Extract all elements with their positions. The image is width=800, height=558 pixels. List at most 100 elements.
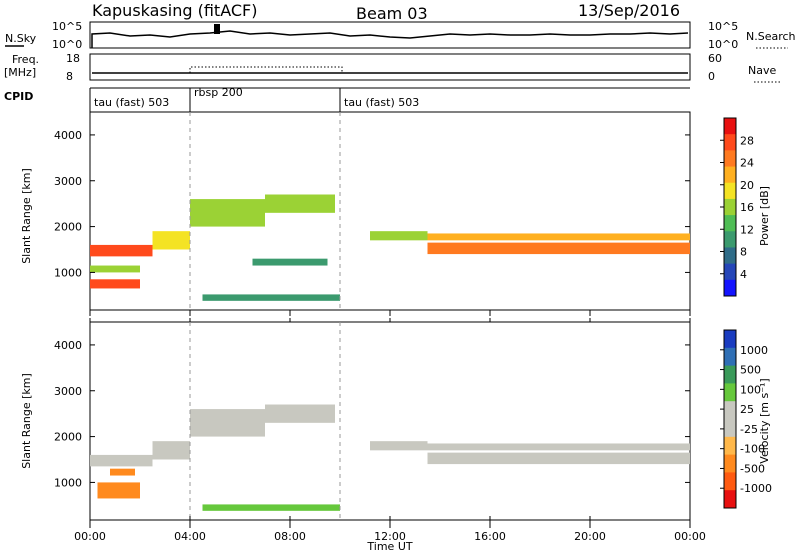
range-tick-label: 1000: [54, 476, 82, 489]
beam-title: Beam 03: [356, 4, 428, 23]
colorbar-segment: [724, 330, 736, 349]
cpid-segments: tau (fast) 503 rbsp 200 tau (fast) 503: [89, 86, 419, 112]
noise-tick-left-low: 10^0: [52, 38, 82, 51]
nsky-label: N.Sky: [5, 32, 37, 45]
power-band: [90, 265, 140, 273]
range-tick-label: 4000: [54, 339, 82, 352]
power-markers: [189, 112, 341, 310]
velocity-band: [427, 452, 690, 465]
power-colorbar: 28 24 20 16 12 8 4: [720, 117, 754, 297]
colorbar-segment: [724, 454, 736, 473]
range-tick-label: 2000: [54, 221, 82, 234]
freq-tick-left-high: 18: [66, 52, 80, 65]
freq-unit-label: [MHz]: [4, 66, 36, 79]
colorbar-label: 8: [740, 246, 747, 259]
colorbar-segment: [724, 166, 736, 184]
nsearch-label: N.Search: [746, 30, 796, 43]
colorbar-label: 20: [740, 179, 754, 192]
power-range-ticks: 1000 2000 3000 4000: [54, 129, 690, 279]
velocity-cbar-label: Velocity [m s⁻¹]: [758, 378, 771, 463]
velocity-band: [265, 404, 335, 423]
range-tick-label: 2000: [54, 431, 82, 444]
colorbar-segment: [724, 134, 736, 151]
velocity-range-ticks: 1000 2000 3000 4000: [54, 339, 690, 489]
time-axis-ticks: 00:00 04:00 08:00 12:00 16:00 20:00 00:00: [74, 310, 706, 543]
colorbar-label: 16: [740, 201, 754, 214]
colorbar-label: -25: [740, 423, 758, 436]
time-tick-label: 20:00: [574, 530, 606, 543]
time-tick-label: 12:00: [374, 530, 406, 543]
colorbar-segment: [724, 231, 736, 248]
power-band: [90, 244, 153, 257]
colorbar-segment: [724, 182, 736, 200]
colorbar-segment: [724, 118, 736, 135]
colorbar-segment: [724, 198, 736, 216]
time-tick-label: 00:00: [74, 530, 106, 543]
power-band: [427, 233, 690, 241]
colorbar-segment: [724, 263, 736, 281]
colorbar-segment: [724, 247, 736, 265]
colorbar-segment: [724, 365, 736, 384]
colorbar-segment: [724, 401, 736, 420]
velocity-colorbar: 1000 500 100 25 -25 -100 -500 -1000: [720, 329, 772, 509]
colorbar-segment: [724, 347, 736, 367]
nsky-spike: [214, 24, 220, 34]
colorbar-segment: [724, 150, 736, 168]
freq-tick-right-low: 0: [708, 70, 715, 83]
velocity-band: [190, 409, 265, 437]
velocity-band: [90, 454, 153, 467]
velocity-band: [370, 441, 428, 451]
power-band: [265, 194, 335, 213]
power-ylabel: Slant Range [km]: [20, 168, 33, 264]
time-tick-label: 16:00: [474, 530, 506, 543]
colorbar-segment: [724, 383, 736, 402]
colorbar-label: 28: [740, 134, 754, 147]
power-bands: [90, 194, 690, 301]
date-title: 13/Sep/2016: [578, 1, 680, 20]
cpid-segment-label: rbsp 200: [194, 86, 243, 99]
power-band: [252, 258, 328, 266]
colorbar-label: 12: [740, 223, 754, 236]
freq-label: Freq.: [12, 53, 39, 66]
range-tick-label: 3000: [54, 385, 82, 398]
noise-tick-left-high: 10^5: [52, 20, 82, 33]
colorbar-segment: [724, 215, 736, 232]
colorbar-label: 1000: [740, 344, 768, 357]
velocity-band: [97, 482, 140, 499]
freq-panel-frame: [89, 53, 691, 81]
colorbar-label: 25: [740, 403, 754, 416]
velocity-band: [152, 441, 190, 460]
velocity-band: [110, 468, 135, 476]
colorbar-segment: [724, 419, 736, 438]
time-tick-label: 04:00: [174, 530, 206, 543]
colorbar-segment: [724, 436, 736, 456]
velocity-panel-frame: [89, 321, 691, 521]
colorbar-segment: [724, 472, 736, 491]
power-panel-frame: [89, 111, 691, 311]
freq-tick-left-low: 8: [66, 70, 73, 83]
nsky-trace: [91, 30, 689, 48]
colorbar-label: -1000: [740, 482, 772, 495]
power-band: [152, 231, 190, 250]
power-band: [202, 294, 340, 301]
power-band: [370, 231, 428, 241]
velocity-bands: [90, 404, 690, 511]
station-title: Kapuskasing (fitACF): [92, 1, 257, 20]
range-tick-label: 1000: [54, 266, 82, 279]
cpid-segment-label: tau (fast) 503: [344, 96, 419, 109]
velocity-band: [202, 504, 340, 511]
velocity-ylabel: Slant Range [km]: [20, 373, 33, 469]
colorbar-label: 500: [740, 364, 761, 377]
cpid-segment-label: tau (fast) 503: [94, 96, 169, 109]
freq-tick-right-high: 60: [708, 52, 722, 65]
power-cbar-label: Power [dB]: [758, 186, 771, 246]
noise-tick-right-low: 10^0: [708, 38, 738, 51]
colorbar-segment: [724, 279, 736, 297]
noise-tick-right-high: 10^5: [708, 20, 738, 33]
cpid-label: CPID: [4, 90, 33, 103]
nave-label: Nave: [748, 64, 776, 77]
velocity-band: [427, 443, 690, 451]
colorbar-label: -500: [740, 462, 765, 475]
power-band: [427, 242, 690, 255]
time-tick-label: 00:00: [674, 530, 706, 543]
